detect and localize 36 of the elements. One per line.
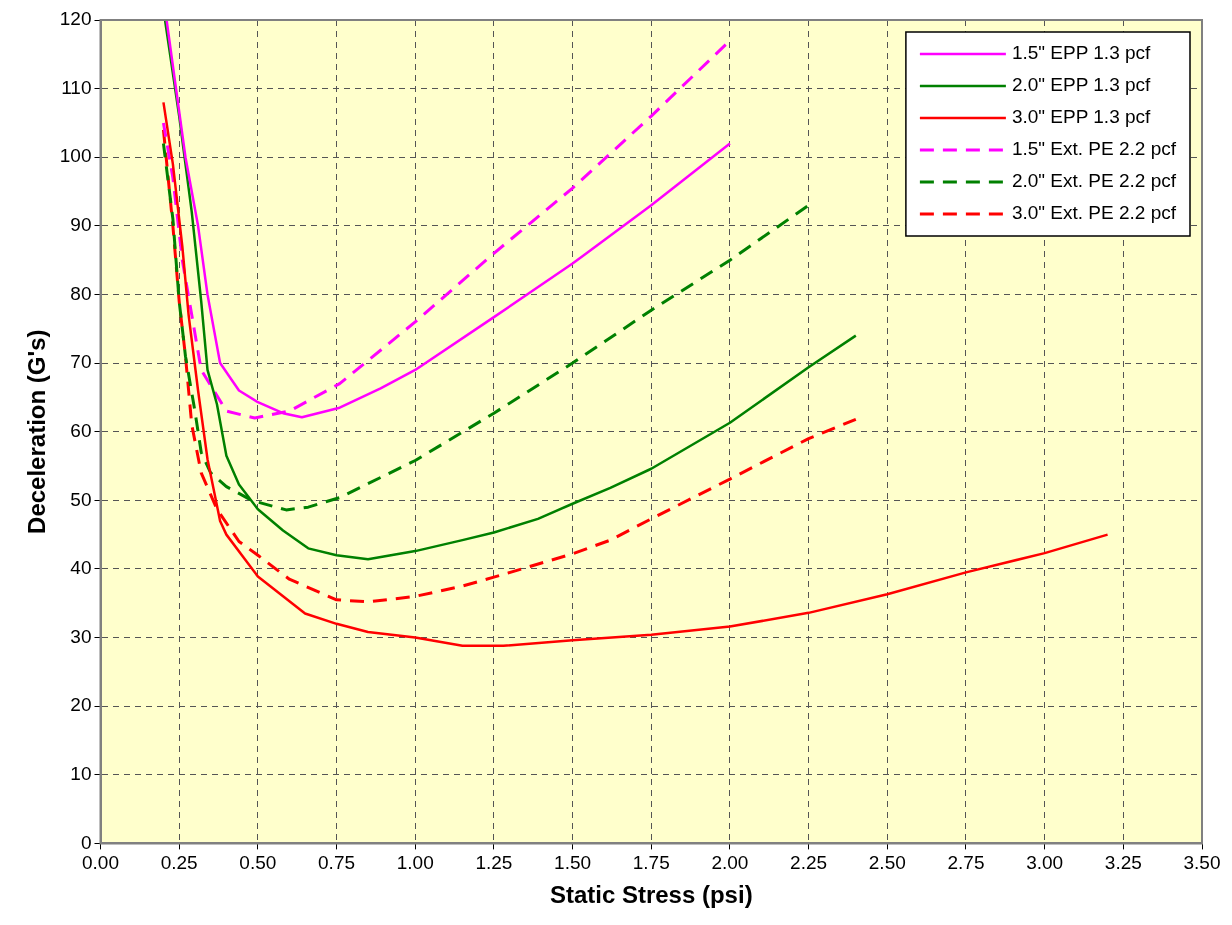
x-tick-label: 1.00	[396, 852, 434, 874]
x-tick-label: 1.25	[475, 852, 513, 874]
y-tick-label: 40	[70, 557, 92, 579]
legend-label: 1.5" EPP 1.3 pcf	[1011, 42, 1152, 64]
x-tick-label: 2.50	[868, 852, 906, 874]
x-tick-label: 0.25	[160, 852, 198, 874]
legend-label: 1.5" Ext. PE 2.2 pcf	[1011, 138, 1177, 160]
y-tick-label: 0	[80, 831, 92, 853]
y-tick-label: 80	[70, 282, 92, 304]
y-tick-label: 120	[59, 8, 92, 30]
y-tick-label: 50	[70, 488, 92, 510]
x-axis-title: Static Stress (psi)	[549, 881, 753, 909]
y-tick-label: 90	[70, 214, 92, 236]
x-tick-label: 0.75	[318, 852, 356, 874]
x-tick-label: 1.50	[554, 852, 592, 874]
x-tick-label: 0.50	[239, 852, 277, 874]
y-tick-label: 10	[70, 763, 92, 785]
y-tick-label: 30	[70, 625, 92, 647]
y-tick-label: 70	[70, 351, 92, 373]
y-tick-label: 20	[70, 694, 92, 716]
x-tick-label: 3.25	[1104, 852, 1142, 874]
legend-label: 2.0" Ext. PE 2.2 pcf	[1011, 170, 1177, 192]
x-tick-label: 1.75	[632, 852, 670, 874]
y-tick-label: 110	[61, 76, 92, 98]
y-axis-title: Deceleration (G's)	[23, 329, 51, 534]
legend-label: 3.0" Ext. PE 2.2 pcf	[1011, 202, 1177, 224]
x-tick-label: 3.00	[1026, 852, 1064, 874]
legend-label: 3.0" EPP 1.3 pcf	[1011, 106, 1152, 128]
x-tick-label: 3.50	[1183, 852, 1221, 874]
y-tick-label: 60	[70, 419, 92, 441]
x-tick-label: 2.00	[711, 852, 749, 874]
y-tick-label: 100	[59, 145, 92, 167]
x-tick-label: 0.00	[82, 852, 119, 874]
x-tick-label: 2.25	[790, 852, 828, 874]
x-tick-label: 2.75	[947, 852, 985, 874]
legend-label: 2.0" EPP 1.3 pcf	[1011, 74, 1152, 96]
